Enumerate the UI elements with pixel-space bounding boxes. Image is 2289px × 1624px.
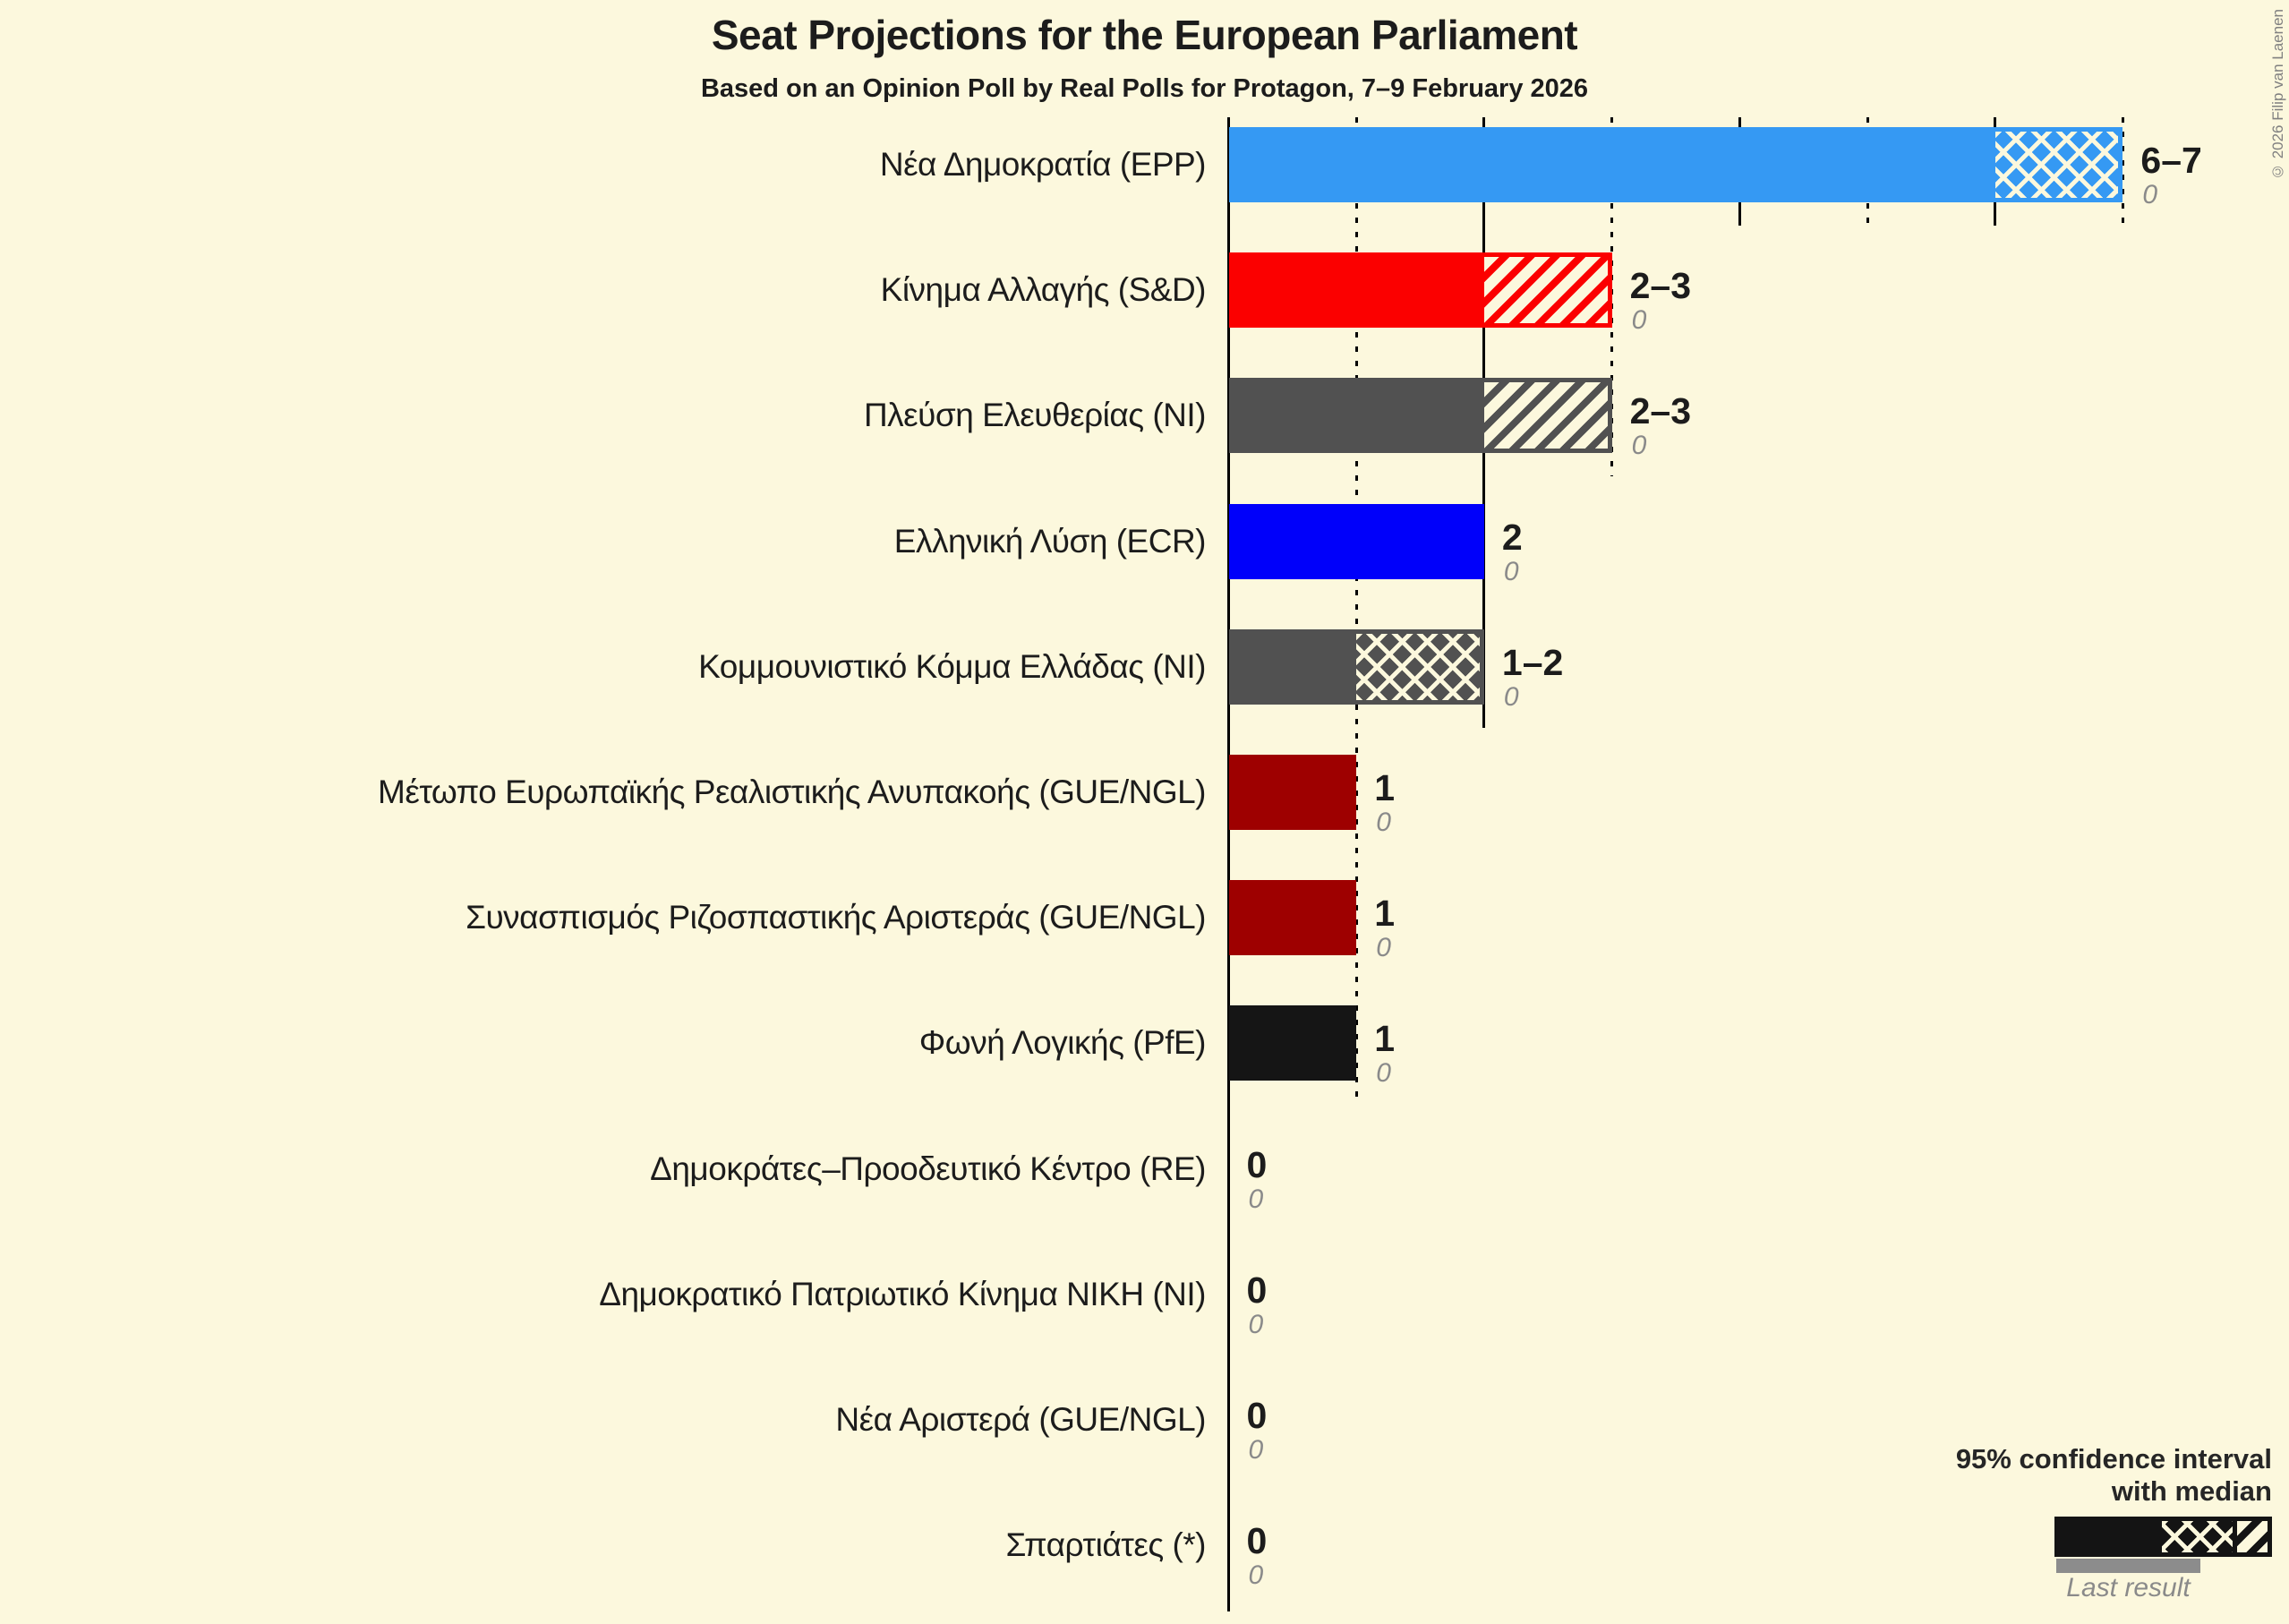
party-label: Συνασπισμός Ριζοσπαστικής Αριστεράς (GUE… xyxy=(465,899,1206,936)
seat-projection-label: 2–3 xyxy=(1629,265,1692,307)
party-label: Πλεύση Ελευθερίας (NI) xyxy=(863,397,1207,434)
seat-projection-label: 6–7 xyxy=(2140,140,2202,181)
last-result-label: 0 xyxy=(1503,681,1519,712)
last-result-label: 0 xyxy=(1376,1058,1391,1089)
bar-solid-segment xyxy=(1228,755,1357,830)
party-label: Κίνημα Αλλαγής (S&D) xyxy=(880,271,1207,309)
legend-solid-segment xyxy=(2054,1517,2162,1557)
legend-sample-bar xyxy=(2054,1517,2272,1557)
seat-projection-label: 1 xyxy=(1374,893,1395,935)
axis-tick-line-0 xyxy=(1227,117,1230,1611)
bar-solid-segment xyxy=(1228,252,1484,329)
bar-solid-segment xyxy=(1228,127,1995,202)
bar-crosshatch-segment xyxy=(1356,628,1484,705)
seat-projection-label: 2–3 xyxy=(1629,390,1692,432)
axis-tick-line-1 xyxy=(1354,117,1358,1105)
axis-tick-line-7 xyxy=(2121,117,2124,226)
bar-solid-segment xyxy=(1228,880,1357,956)
crosshatch-pattern xyxy=(2162,1521,2233,1552)
bar-solid-segment xyxy=(1228,378,1484,454)
bar-crosshatch-segment xyxy=(1994,127,2123,202)
last-result-label: 0 xyxy=(1376,808,1391,837)
seat-projection-label: 1 xyxy=(1374,767,1395,808)
party-label: Ελληνική Λύση (ECR) xyxy=(893,522,1207,560)
seat-projection-label: 0 xyxy=(1246,1395,1268,1436)
last-result-label: 0 xyxy=(2142,180,2158,209)
legend-last-result-label: Last result xyxy=(2066,1573,2191,1603)
bar-solid-segment xyxy=(1228,1005,1357,1081)
seat-projection-label: 0 xyxy=(1246,1520,1268,1562)
party-label: Δημοκρατικό Πατριωτικό Κίνημα ΝΙΚΗ (NI) xyxy=(599,1275,1206,1312)
party-label: Δημοκράτες–Προοδευτικό Κέντρο (RE) xyxy=(650,1150,1206,1187)
party-label: Σπαρτιάτες (*) xyxy=(1005,1526,1206,1564)
last-result-label: 0 xyxy=(1248,1184,1264,1214)
last-result-label: 0 xyxy=(1631,431,1647,461)
party-label: Νέα Αριστερά (GUE/NGL) xyxy=(835,1401,1206,1438)
seat-projection-label: 1 xyxy=(1374,1018,1395,1060)
bar-diagonal-segment xyxy=(1483,252,1612,329)
bar-solid-segment xyxy=(1228,628,1357,705)
party-label: Νέα Δημοκρατία (EPP) xyxy=(879,146,1207,183)
legend-last-result-bar xyxy=(2056,1559,2200,1573)
bar-diagonal-segment xyxy=(1483,378,1612,454)
seat-projection-label: 2 xyxy=(1501,516,1523,558)
last-result-label: 0 xyxy=(1248,1309,1264,1339)
legend-ci-line1: 95% confidence interval xyxy=(1955,1443,2272,1474)
crosshatch-pattern xyxy=(1356,633,1480,700)
last-result-label: 0 xyxy=(1631,305,1647,336)
axis-tick-line-3 xyxy=(1610,117,1614,477)
seat-projection-label: 1–2 xyxy=(1501,641,1564,683)
party-label: Μέτωπο Ευρωπαϊκής Ρεαλιστικής Ανυπακοής … xyxy=(378,774,1207,810)
seat-projection-label: 0 xyxy=(1246,1143,1268,1185)
chart-title: Seat Projections for the European Parlia… xyxy=(711,12,1578,58)
bar-solid-segment xyxy=(1228,503,1484,579)
chart-subtitle: Based on an Opinion Poll by Real Polls f… xyxy=(700,74,1589,103)
seat-projection-label: 0 xyxy=(1246,1269,1268,1311)
last-result-label: 0 xyxy=(1248,1560,1264,1591)
copyright-text: © 2026 Filip van Laenen xyxy=(2269,9,2286,181)
legend-crosshatch-segment xyxy=(2162,1517,2237,1557)
last-result-label: 0 xyxy=(1248,1435,1264,1465)
party-label: Κομμουνιστικό Κόμμα Ελλάδας (NI) xyxy=(698,647,1206,685)
last-result-label: 0 xyxy=(1376,933,1391,963)
legend-ci-line2: with median xyxy=(2111,1475,2272,1507)
legend-diagonal-segment xyxy=(2237,1517,2272,1557)
crosshatch-pattern xyxy=(1994,132,2119,198)
party-label: Φωνή Λογικής (PfE) xyxy=(918,1024,1207,1062)
last-result-label: 0 xyxy=(1503,556,1519,586)
